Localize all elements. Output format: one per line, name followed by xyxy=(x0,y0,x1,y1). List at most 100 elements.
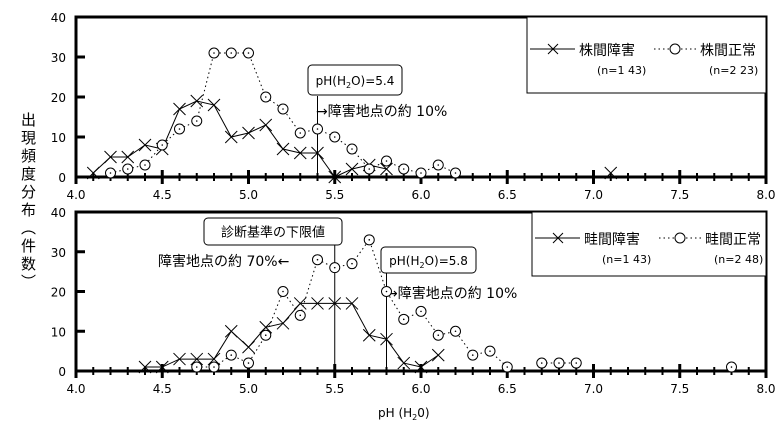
chart-bottom-panel: 4.0 4.5 5.0 5.5 6.0 6.5 7.0 7.5 8.0 0 10 20 30 40 診断基準… xyxy=(51,206,776,396)
circle-marker-dot xyxy=(368,168,371,170)
annotation-box-label: pH(H2O)=5.4 xyxy=(316,74,395,90)
x-marker xyxy=(190,352,204,366)
x-tick-label: 7.5 xyxy=(670,382,689,396)
circle-marker-dot xyxy=(230,354,233,356)
circle-marker-dot xyxy=(316,258,319,261)
x-tick-label: 6.5 xyxy=(498,188,517,202)
circle-marker-dot xyxy=(402,168,405,170)
annotation-text: 障害地点の約 70%← xyxy=(158,254,289,270)
x-tick-label: 8.0 xyxy=(756,188,775,202)
circle-marker-dot xyxy=(178,128,181,130)
circle-marker-dot xyxy=(402,318,405,321)
y-tick-label: 40 xyxy=(51,206,66,220)
x-marker xyxy=(173,352,186,366)
x-tick-label: 6.0 xyxy=(411,188,430,202)
x-marker xyxy=(207,98,221,112)
legend-label: 畦間正常 xyxy=(705,232,761,248)
circle-marker-dot xyxy=(161,144,164,146)
annotation-box xyxy=(380,246,477,274)
legend-x-marker xyxy=(547,43,559,55)
x-tick-label: 5.5 xyxy=(325,188,344,202)
y-tick-label: 0 xyxy=(58,171,66,185)
x-marker xyxy=(328,170,342,184)
circle-marker-dot xyxy=(195,366,198,368)
x-marker xyxy=(604,166,618,180)
circle-marker-dot xyxy=(230,52,233,54)
x-tick-label: 5.0 xyxy=(239,188,258,202)
x-marker xyxy=(242,126,255,140)
x-marker xyxy=(380,162,393,176)
x-marker xyxy=(293,146,307,160)
legend-circle-marker xyxy=(669,43,681,55)
circle-marker-dot xyxy=(489,350,491,352)
x-marker xyxy=(155,360,169,374)
x-marker xyxy=(293,297,307,310)
annotation-box-text-end: O)=5.8 xyxy=(425,254,468,268)
x-marker xyxy=(190,94,204,108)
circle-marker-dot xyxy=(420,310,422,313)
circle-marker-dot xyxy=(575,362,578,364)
x-marker xyxy=(224,324,238,338)
legend-n-label: (n=1 43) xyxy=(602,253,651,266)
x-marker xyxy=(380,332,393,346)
legend-label: 株間障害 xyxy=(579,43,635,59)
circle-marker-dot xyxy=(247,362,250,364)
legend: 畦間障害 (n=1 43) 畦間正常 (n=2 48) xyxy=(531,211,767,277)
circle-marker-dot xyxy=(109,172,112,174)
x-axis-label: pH (H20) xyxy=(378,406,430,422)
x-tick-label: 4.5 xyxy=(153,382,172,396)
x-tick-label: 4.0 xyxy=(66,188,85,202)
circle-marker-dot xyxy=(351,262,353,265)
circle-marker-dot xyxy=(333,136,336,138)
circle-marker-dot xyxy=(471,354,474,356)
circle-marker-dot xyxy=(264,96,267,98)
x-marker xyxy=(345,297,359,310)
x-marker xyxy=(259,118,273,132)
circle-marker-dot xyxy=(213,52,215,54)
x-marker xyxy=(431,348,445,362)
x-tick-label: 6.0 xyxy=(411,382,430,396)
y-tick-label: 40 xyxy=(51,11,66,25)
legend-n-label: (n=2 23) xyxy=(709,64,758,77)
annotation-box-text: pH(H xyxy=(316,74,346,88)
circle-marker-dot xyxy=(282,290,284,293)
x-marker xyxy=(276,142,290,156)
legend: 株間障害 (n=1 43) 株間正常 (n=2 23) xyxy=(526,16,767,94)
x-marker xyxy=(397,356,411,370)
x-marker xyxy=(259,320,273,334)
x-marker xyxy=(224,130,238,144)
series-line xyxy=(92,100,387,178)
x-marker xyxy=(86,166,100,180)
y-axis-label: 出現頻度分布（件数） xyxy=(19,112,37,292)
x-tick-label: 4.0 xyxy=(66,382,85,396)
circle-marker-dot xyxy=(333,266,336,269)
x-marker xyxy=(362,328,376,342)
x-marker xyxy=(173,102,186,116)
circle-marker-dot xyxy=(247,52,250,54)
circle-marker-dot xyxy=(437,164,440,166)
x-marker xyxy=(414,360,428,374)
y-tick-label: 10 xyxy=(51,325,66,339)
circle-marker-dot xyxy=(540,362,543,364)
circle-marker-dot xyxy=(506,366,509,368)
circle-marker-dot xyxy=(316,128,319,130)
circle-marker-dot xyxy=(454,330,457,333)
legend-box xyxy=(531,211,767,277)
y-tick-label: 30 xyxy=(51,246,66,260)
circle-marker-dot xyxy=(558,362,560,364)
x-marker xyxy=(276,316,290,330)
circle-marker-dot xyxy=(385,160,388,162)
annotation-box-sub: 2 xyxy=(346,81,351,90)
annotation-box xyxy=(307,64,403,96)
legend-label: 株間正常 xyxy=(700,43,756,59)
circle-marker-dot xyxy=(299,132,302,134)
x-marker xyxy=(104,150,117,164)
circle-marker-dot xyxy=(454,172,457,174)
x-marker xyxy=(311,146,324,160)
circle-marker-dot xyxy=(282,108,284,110)
x-marker xyxy=(207,352,221,366)
x-tick-label: 8.0 xyxy=(756,382,775,396)
annotation-box-label: 診断基準の下限値 xyxy=(221,225,325,241)
x-marker xyxy=(121,150,135,164)
